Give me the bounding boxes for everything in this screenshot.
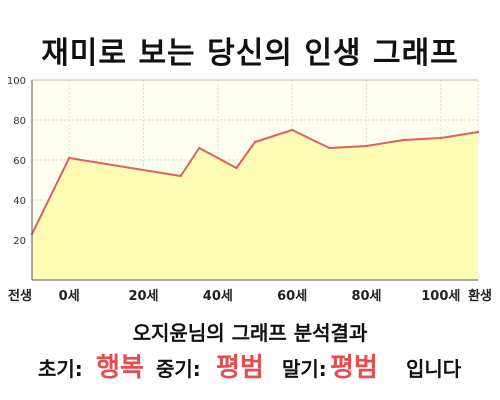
- series-line-segment: [235, 141, 256, 169]
- series-line-segment: [179, 147, 201, 177]
- series-line-segment: [291, 129, 331, 149]
- series-area: [32, 130, 478, 280]
- x-tick-label: 환생: [468, 288, 492, 304]
- x-tick-label: 60세: [277, 289, 307, 304]
- early-value: 행복: [96, 353, 144, 383]
- middle-value: 평범: [216, 353, 264, 383]
- data-point: [179, 174, 182, 178]
- series-line-segment: [402, 137, 442, 141]
- y-tick-label: 80: [13, 116, 26, 127]
- x-tick-label: 100세: [421, 289, 460, 304]
- x-tick-label: 80세: [351, 289, 381, 304]
- y-tick-label: 40: [13, 196, 26, 207]
- axes: [31, 79, 478, 281]
- series-line: [30, 128, 480, 236]
- series-line-segment: [254, 129, 294, 143]
- data-point: [198, 146, 201, 150]
- y-tick-label: 100: [7, 76, 26, 87]
- x-tick-label: 0세: [59, 289, 80, 304]
- y-tick-labels: 20 40 60 80 100: [7, 76, 26, 247]
- data-point: [402, 138, 405, 142]
- data-point: [290, 128, 294, 132]
- area-fill: [32, 130, 478, 280]
- data-point: [235, 166, 238, 170]
- late-value: 평범: [330, 353, 378, 383]
- x-tick-label: 전생: [8, 288, 32, 304]
- life-graph-chart: 20 40 60 80 100 전생 0세 20세 40세 60세 80세 100세 환생: [7, 76, 492, 304]
- result-subtitle: 오지윤님의 그래프 분석결과: [132, 321, 368, 345]
- early-label: 초기:: [38, 357, 83, 381]
- series-line-segment: [439, 131, 479, 139]
- late-label: 말기:: [282, 357, 327, 381]
- y-tick-label: 60: [13, 156, 26, 167]
- y-tick-label: 20: [13, 236, 26, 247]
- series-line-segment: [68, 157, 182, 177]
- series-line-segment: [198, 147, 238, 169]
- data-point: [67, 156, 71, 160]
- data-point: [253, 140, 257, 144]
- middle-label: 중기:: [156, 357, 201, 381]
- data-point: [328, 146, 331, 150]
- result-summary: 초기: 행복 중기: 평범 말기: 평범 입니다: [0, 345, 500, 383]
- x-tick-label: 20세: [128, 289, 158, 304]
- x-tick-label: 40세: [203, 289, 233, 304]
- series-line-segment: [31, 157, 71, 235]
- data-point: [439, 136, 443, 140]
- data-point: [476, 130, 480, 134]
- ending-text: 입니다: [406, 357, 462, 381]
- page-title: 재미로 보는 당신의 인생 그래프: [41, 36, 459, 71]
- data-point: [365, 144, 368, 148]
- series-line-segment: [328, 145, 368, 149]
- series-line-segment: [365, 139, 405, 147]
- x-tick-labels: 전생 0세 20세 40세 60세 80세 100세 환생: [8, 288, 492, 304]
